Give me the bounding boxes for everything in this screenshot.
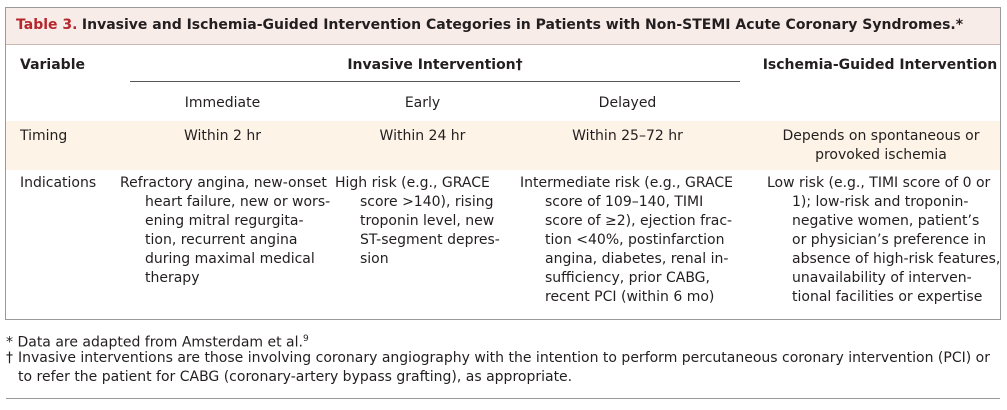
cell-line: or physician’s preference in: [792, 232, 987, 248]
cell-line: sion: [360, 251, 389, 267]
cell-line: High risk (e.g., GRACE: [335, 175, 490, 191]
title-text: Invasive and Ischemia-Guided Interventio…: [81, 17, 964, 33]
footnote-text: Data are adapted from Amsterdam et al.: [17, 334, 303, 351]
cell-line: negative women, patient’s: [792, 213, 980, 229]
cell-line: ST-segment depres-: [360, 232, 500, 248]
cell-line: score of ≥2), ejection frac-: [545, 213, 733, 229]
table-title: Table 3. Invasive and Ischemia-Guided In…: [16, 16, 963, 35]
cell-line: score >140), rising: [360, 194, 494, 210]
subheader: Early: [404, 95, 441, 111]
cell-line: Depends on spontaneous or: [782, 128, 980, 144]
row-label: Timing: [20, 128, 68, 144]
title-label: Table 3.: [16, 17, 78, 33]
cell-line: angina, diabetes, renal in-: [545, 251, 729, 267]
cell-line: provoked ischemia: [815, 147, 947, 163]
cell-line: tional facilities or expertise: [792, 289, 983, 305]
footnote-ref: 9: [302, 334, 309, 344]
cell-line: Refractory angina, new-onset: [120, 175, 327, 191]
cell-line: recent PCI (within 6 mo): [545, 289, 715, 305]
cell-line: Within 25–72 hr: [572, 128, 683, 144]
cell-line: Intermediate risk (e.g., GRACE: [520, 175, 733, 191]
cell-line: Low risk (e.g., TIMI score of 0 or: [767, 175, 991, 191]
cell-line: Within 24 hr: [379, 128, 466, 144]
cell-line: heart failure, new or wors-: [145, 194, 331, 210]
cell-line: during maximal medical: [145, 251, 315, 267]
title-bar: [6, 8, 1000, 45]
cell-line: unavailability of interven-: [792, 270, 972, 286]
header-invasive: Invasive Intervention†: [347, 57, 523, 73]
cell-line: sufficiency, prior CABG,: [545, 270, 710, 286]
header-variable: Variable: [20, 57, 85, 73]
cell-line: Within 2 hr: [184, 128, 261, 144]
footnote-symbol: †: [6, 350, 13, 366]
bottom-rule: [6, 398, 1000, 399]
footnote-line: Invasive interventions are those involvi…: [18, 350, 990, 366]
footnote-line: to refer the patient for CABG (coronary-…: [18, 369, 573, 385]
row-label: Indications: [20, 175, 97, 191]
cell-line: therapy: [145, 270, 200, 286]
header-ischemia: Ischemia-Guided Intervention: [762, 57, 998, 73]
cell-line: tion, recurrent angina: [145, 232, 298, 248]
footnote-symbol: *: [6, 334, 13, 351]
subheader: Delayed: [598, 95, 657, 111]
cell-line: score of 109–140, TIMI: [545, 194, 704, 210]
row-shade: [6, 121, 1000, 170]
cell-line: troponin level, new: [360, 213, 495, 229]
subheader: Immediate: [184, 95, 261, 111]
table-border: [5, 7, 1001, 320]
cell-line: tion <40%, postinfarction: [545, 232, 725, 248]
cell-line: ening mitral regurgita-: [145, 213, 304, 229]
cell-line: 1); low-risk and troponin-: [792, 194, 969, 210]
cell-line: absence of high-risk features,: [792, 251, 1001, 267]
footnote: * Data are adapted from Amsterdam et al.…: [6, 330, 309, 353]
header-rule: [130, 81, 740, 82]
